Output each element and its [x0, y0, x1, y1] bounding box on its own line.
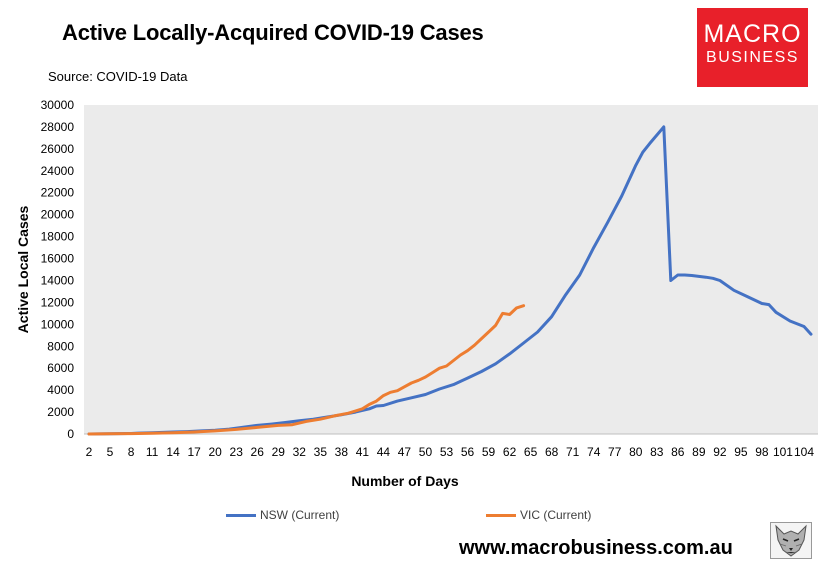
x-tick-label: 53	[440, 445, 454, 459]
series-line-vic	[87, 304, 526, 436]
y-tick-label: 0	[67, 427, 74, 441]
y-axis-label: Active Local Cases	[15, 205, 31, 333]
x-tick-label: 20	[208, 445, 222, 459]
x-tick-label: 23	[230, 445, 244, 459]
x-tick-label: 65	[524, 445, 538, 459]
y-tick-label: 8000	[47, 339, 74, 353]
legend-item-vic: VIC (Current)	[486, 508, 591, 522]
x-tick-label: 2	[86, 445, 93, 459]
x-tick-label: 17	[187, 445, 201, 459]
y-tick-label: 6000	[47, 361, 74, 375]
source-note: Source: COVID-19 Data	[48, 69, 188, 84]
x-tick-label: 62	[503, 445, 517, 459]
x-tick-label: 41	[356, 445, 370, 459]
x-tick-label: 104	[794, 445, 814, 459]
y-tick-label: 24000	[41, 164, 75, 178]
x-tick-label: 11	[146, 445, 159, 459]
legend-item-nsw: NSW (Current)	[226, 508, 339, 522]
y-tick-label: 30000	[41, 98, 75, 112]
x-tick-label: 47	[398, 445, 412, 459]
x-tick-label: 59	[482, 445, 496, 459]
macro-business-logo: MACRO BUSINESS	[697, 8, 808, 87]
y-tick-label: 28000	[41, 120, 75, 134]
x-tick-label: 92	[713, 445, 727, 459]
x-tick-label: 68	[545, 445, 559, 459]
y-tick-label: 2000	[47, 405, 74, 419]
x-tick-label: 29	[272, 445, 286, 459]
y-tick-label: 16000	[41, 252, 75, 266]
x-tick-label: 80	[629, 445, 643, 459]
legend-label-nsw: NSW (Current)	[260, 508, 340, 522]
website-url: www.macrobusiness.com.au	[459, 537, 733, 559]
logo-line-1: MACRO	[703, 20, 802, 48]
y-tick-label: 12000	[41, 295, 75, 309]
x-tick-label: 50	[419, 445, 433, 459]
x-tick-label: 77	[608, 445, 622, 459]
x-tick-label: 32	[293, 445, 307, 459]
logo-line-2: BUSINESS	[706, 49, 799, 66]
x-tick-label: 35	[314, 445, 328, 459]
x-tick-label: 56	[461, 445, 475, 459]
x-tick-label: 14	[166, 445, 180, 459]
y-tick-label: 10000	[41, 317, 75, 331]
y-tick-label: 14000	[41, 273, 75, 287]
y-tick-label: 18000	[41, 230, 75, 244]
x-tick-label: 89	[692, 445, 706, 459]
wolf-logo-icon	[770, 522, 812, 559]
legend-swatch-vic	[486, 513, 516, 517]
y-tick-label: 22000	[41, 186, 75, 200]
chart-title: Active Locally-Acquired COVID-19 Cases	[62, 20, 484, 45]
y-tick-label: 4000	[47, 383, 74, 397]
y-tick-label: 20000	[41, 208, 75, 222]
x-tick-label: 83	[650, 445, 664, 459]
x-tick-label: 71	[566, 445, 580, 459]
x-tick-label: 26	[251, 445, 265, 459]
x-tick-label: 98	[755, 445, 769, 459]
x-tick-label: 74	[587, 445, 601, 459]
y-tick-label: 26000	[41, 142, 75, 156]
x-tick-label: 44	[377, 445, 391, 459]
x-axis-label: Number of Days	[351, 473, 459, 489]
legend-swatch-nsw	[226, 513, 256, 517]
plot-area	[84, 105, 818, 434]
x-tick-label: 86	[671, 445, 685, 459]
x-tick-label: 101	[773, 445, 793, 459]
x-tick-label: 5	[107, 445, 114, 459]
x-tick-label: 95	[734, 445, 748, 459]
x-tick-label: 8	[128, 445, 135, 459]
legend-label-vic: VIC (Current)	[520, 508, 592, 522]
x-tick-label: 38	[335, 445, 349, 459]
